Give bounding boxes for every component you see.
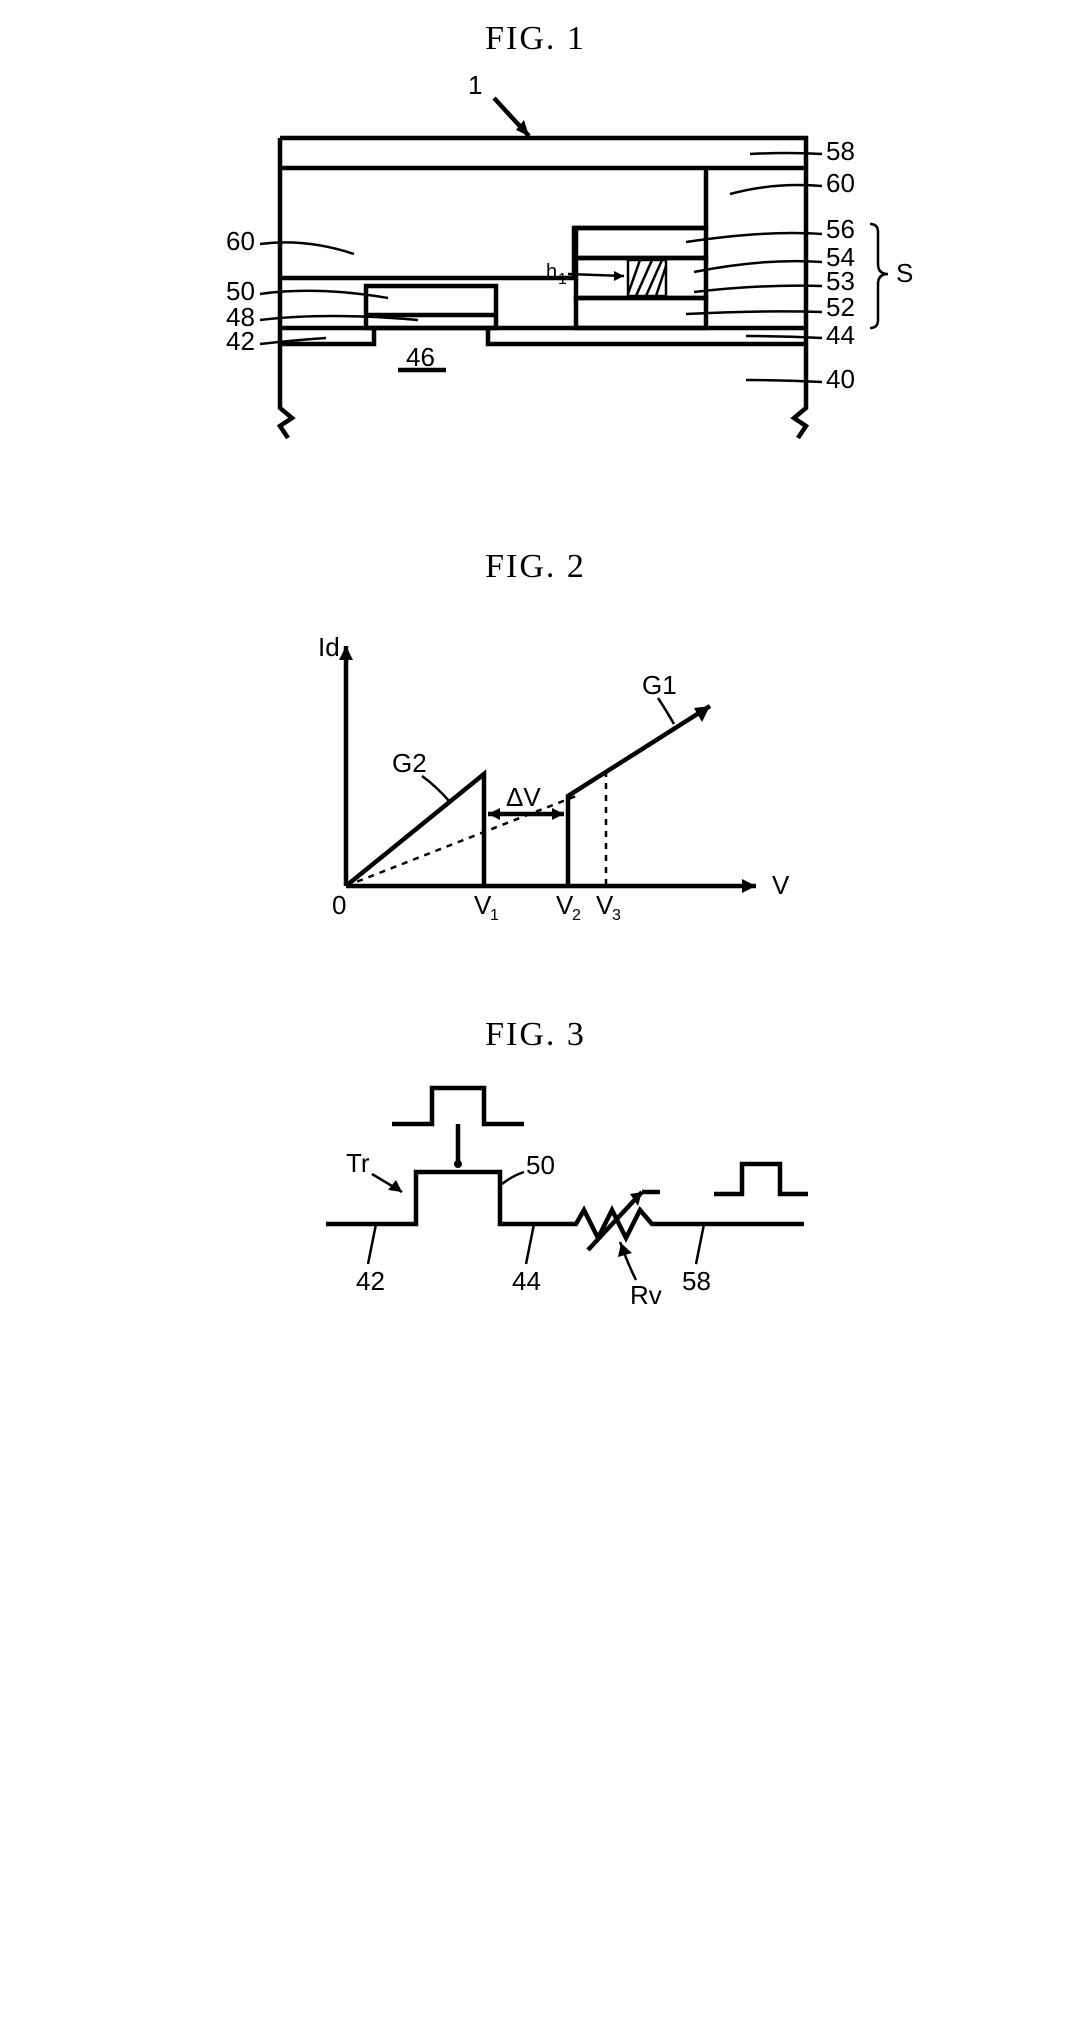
fig2-delta-v: ΔV — [488, 782, 564, 820]
svg-text:3: 3 — [612, 907, 621, 924]
fig2-title: FIG. 2 — [485, 548, 586, 586]
fig3-title: FIG. 3 — [485, 1016, 586, 1054]
svg-text:1: 1 — [490, 907, 499, 924]
fig1-svg: 1 — [146, 68, 926, 488]
fig1-lbl-52: 52 — [826, 292, 855, 322]
fig3-leaders: 42 44 58 Rv — [356, 1224, 711, 1310]
fig1-right-leaders: 58 60 56 54 53 52 44 40 — [686, 136, 855, 394]
figure-3: FIG. 3 Tr 50 — [216, 1016, 856, 1324]
fig3-lbl-50: 50 — [526, 1150, 555, 1180]
svg-text:2: 2 — [572, 907, 581, 924]
fig3-transistor: Tr 50 — [326, 1148, 556, 1224]
fig1-lbl-44: 44 — [826, 320, 855, 350]
fig2-g2-dash — [346, 796, 576, 886]
fig2-g2-curve — [346, 774, 484, 886]
fig3-lbl-tr: Tr — [346, 1148, 370, 1178]
fig1-top-arrow: 1 — [468, 70, 529, 136]
figure-1: FIG. 1 1 — [146, 20, 926, 488]
fig1-bracket-s: S — [870, 224, 913, 328]
fig1-lbl-46: 46 — [406, 342, 435, 372]
fig3-resistor — [556, 1192, 686, 1250]
fig2-lbl-Id: Id — [318, 632, 340, 662]
fig3-lbl-58: 58 — [682, 1266, 711, 1296]
fig2-lbl-g2: G2 — [392, 748, 427, 778]
fig3-svg: Tr 50 42 44 58 — [216, 1064, 856, 1324]
fig3-pulse-gate — [392, 1088, 524, 1124]
svg-text:ΔV: ΔV — [506, 782, 541, 812]
fig3-lbl-44: 44 — [512, 1266, 541, 1296]
fig2-lbl-g1: G1 — [642, 670, 677, 700]
fig3-lbl-rv: Rv — [630, 1280, 662, 1310]
fig3-lbl-42: 42 — [356, 1266, 385, 1296]
fig1-title: FIG. 1 — [485, 20, 586, 58]
fig1-label-1: 1 — [468, 70, 482, 100]
fig2-lbl-0: 0 — [332, 890, 346, 920]
fig3-pulse-out — [714, 1164, 808, 1194]
fig1-lbl-58: 58 — [826, 136, 855, 166]
svg-text:S: S — [896, 258, 913, 288]
figure-2: FIG. 2 Id V 0 G2 G1 ΔV — [236, 548, 836, 956]
svg-text:h: h — [546, 261, 557, 283]
fig1-lbl-40: 40 — [826, 364, 855, 394]
fig1-lbl-60r: 60 — [826, 168, 855, 198]
fig1-lbl-60-left: 60 — [226, 226, 255, 256]
fig1-lbl-42: 42 — [226, 326, 255, 356]
fig2-svg: Id V 0 G2 G1 ΔV V 1 V 2 V 3 — [236, 596, 836, 956]
fig2-ticks: V 1 V 2 V 3 — [474, 890, 621, 924]
fig2-lbl-V: V — [772, 870, 790, 900]
fig2-axes: Id V 0 — [318, 632, 790, 920]
fig1-lbl-56: 56 — [826, 214, 855, 244]
fig2-g1-curve — [568, 706, 710, 886]
svg-text:1: 1 — [558, 271, 567, 288]
fig1-left-leaders: 60 50 48 42 — [226, 226, 418, 356]
fig1-h1: h 1 — [546, 261, 624, 288]
